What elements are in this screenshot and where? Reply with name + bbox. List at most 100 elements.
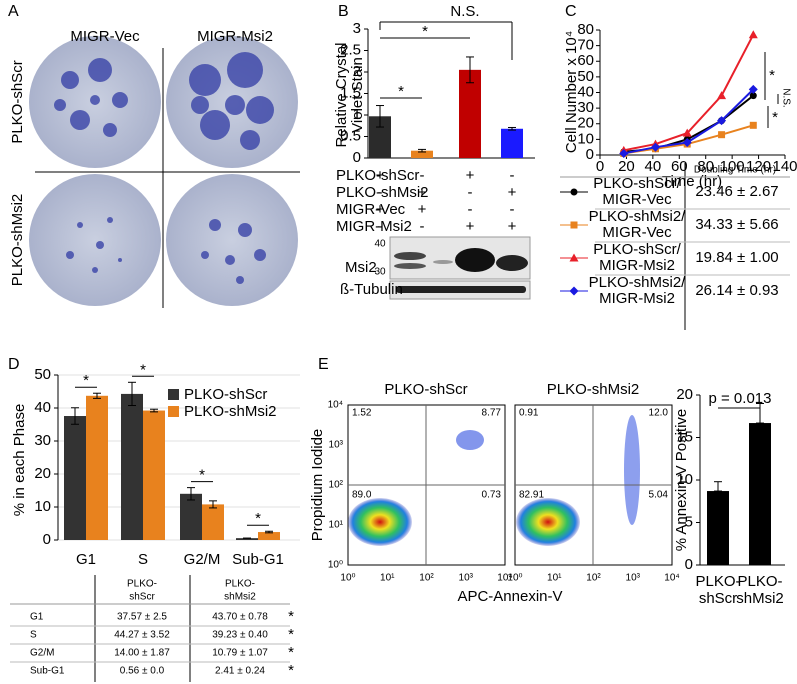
table-cell: 37.57 ± 2.5: [117, 612, 167, 623]
x-tick-label: 40: [645, 158, 662, 175]
axis-title: % Annexin-V Positive: [673, 409, 690, 552]
y-tick-label: 70: [577, 37, 594, 54]
table-mark: *: [288, 662, 294, 679]
x-tick-label: 140: [772, 158, 797, 175]
column-label: MIGR-Msi2: [197, 28, 273, 45]
band: [394, 263, 426, 269]
bar: [180, 493, 202, 540]
bar: [501, 128, 523, 158]
condition-mark: -: [510, 201, 515, 218]
bar: [236, 538, 258, 540]
y-tick-label: 10⁴: [328, 400, 343, 411]
marker: [749, 92, 757, 100]
y-tick-label: 40: [34, 399, 51, 416]
legend-swatch: [168, 389, 179, 400]
annotation: *: [398, 83, 404, 100]
y-tick-label: 10¹: [329, 520, 344, 531]
legend-entry: PLKO-shMsi2/: [589, 274, 687, 291]
bar: [202, 504, 224, 540]
y-tick-label: 0: [43, 531, 51, 548]
western-blot: [389, 236, 531, 300]
legend-swatch: [168, 406, 179, 417]
y-tick-label: 50: [34, 366, 51, 383]
marker: [718, 131, 726, 139]
bar: [258, 532, 280, 540]
legend-entry: MIGR-Msi2: [599, 257, 675, 274]
annotation: *: [772, 109, 778, 126]
marker: [569, 286, 579, 296]
panel-label: C: [565, 3, 577, 20]
table-mark: *: [288, 644, 294, 661]
x-tick-label: shMsi2: [736, 590, 784, 607]
colonies: [54, 52, 274, 284]
quadrant-value: 82.91: [519, 490, 544, 501]
condition-label: PLKO-shMsi2: [336, 184, 429, 201]
plot-title: PLKO-shScr: [384, 381, 467, 398]
axis-title: Propidium Iodide: [309, 429, 326, 542]
y-tick-label: 2.5: [340, 41, 361, 58]
x-tick-label: 10²: [586, 573, 601, 584]
quadrant-value: 0.73: [482, 490, 502, 501]
column-label: MIGR-Vec: [70, 28, 140, 45]
row-label: PLKO-shMsi2: [9, 194, 26, 287]
marker: [651, 142, 660, 152]
band: [394, 252, 426, 260]
condition-mark: +: [466, 218, 475, 235]
x-tick-label: 100: [720, 158, 745, 175]
band: [433, 260, 453, 264]
quadrant-value: 1.52: [352, 408, 372, 419]
table-cell: 19.84 ± 1.00: [695, 249, 778, 266]
legend-entry: PLKO-shMsi2/: [589, 208, 687, 225]
condition-mark: +: [466, 167, 475, 184]
y-tick-label: 5: [685, 513, 693, 530]
legend-entry: MIGR-Msi2: [599, 290, 675, 307]
annotation: *: [199, 467, 205, 484]
legend-entry: MIGR-Vec: [602, 191, 672, 208]
bar: [749, 423, 771, 565]
axis-title: Cell Number x 10⁴: [563, 31, 580, 153]
condition-mark: +: [508, 184, 517, 201]
condition-mark: +: [376, 201, 385, 218]
mw-marker: 40: [374, 239, 386, 250]
marker: [717, 116, 727, 126]
plate: [29, 174, 161, 306]
x-tick-label: 10³: [459, 573, 474, 584]
axis-title: Relative Crystal: [333, 42, 350, 147]
x-tick-label: 10⁰: [507, 573, 522, 584]
y-tick-label: 10⁰: [328, 560, 343, 571]
x-tick-label: G1: [76, 551, 96, 568]
condition-label: MIGR-Vec: [336, 201, 406, 218]
marker: [569, 253, 579, 262]
y-tick-label: 1: [353, 106, 361, 123]
condition-mark: +: [418, 201, 427, 218]
y-tick-label: 30: [577, 99, 594, 116]
plates: [29, 36, 300, 308]
marker: [619, 148, 629, 158]
table-cell: 43.70 ± 0.78: [212, 612, 268, 623]
condition-mark: -: [468, 184, 473, 201]
condition-mark: -: [378, 184, 383, 201]
y-tick-label: 10: [577, 130, 594, 147]
annotation: p = 0.013: [709, 390, 772, 407]
legend-entry: PLKO-shScr: [184, 386, 267, 403]
annotation: *: [255, 510, 261, 527]
condition-mark: -: [378, 218, 383, 235]
quadrant-value: 0.91: [519, 408, 539, 419]
mw-marker: 30: [374, 267, 386, 278]
bar: [459, 69, 481, 158]
legend-entry: MIGR-Vec: [602, 224, 672, 241]
bar: [64, 416, 86, 540]
condition-mark: -: [468, 201, 473, 218]
y-tick-label: 10: [34, 498, 51, 515]
row-label: PLKO-shScr: [9, 60, 26, 143]
marker: [749, 121, 757, 129]
x-tick-label: 0: [596, 158, 604, 175]
condition-mark: +: [508, 218, 517, 235]
x-tick-label: PLKO-: [695, 573, 740, 590]
quadrant-value: 89.0: [352, 490, 372, 501]
axis-title: APC-Annexin-V: [457, 588, 562, 605]
panel-label: E: [318, 356, 329, 373]
x-tick-label: 10¹: [547, 573, 562, 584]
bar: [86, 395, 108, 540]
